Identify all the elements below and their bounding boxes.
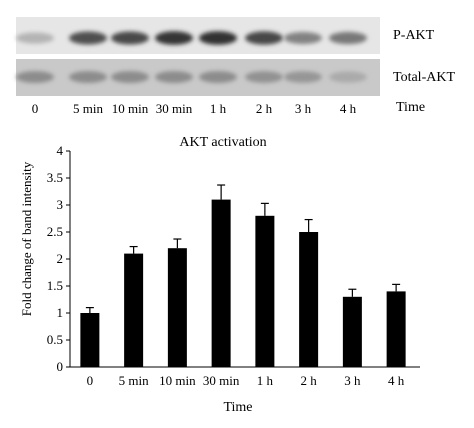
x-tick-label: 0: [87, 373, 94, 388]
chart-title: AKT activation: [179, 135, 266, 150]
blot-time-label: Time: [396, 100, 426, 115]
bar: [211, 199, 231, 367]
blot-band-p-akt-4: [199, 31, 237, 45]
y-tick-label: 3.5: [47, 170, 63, 185]
y-axis-label: Fold change of band intensity: [19, 161, 34, 316]
bar: [80, 313, 100, 367]
x-tick-label: 10 min: [159, 373, 196, 388]
blot-band-p-akt-2: [111, 31, 149, 45]
blot-band-total-akt-0: [16, 71, 54, 83]
y-tick-label: 0: [57, 359, 64, 374]
x-tick-label: 2 h: [301, 373, 318, 388]
blot-lane-label: 5 min: [73, 101, 103, 116]
y-tick-label: 4: [57, 143, 64, 158]
blot-band-total-akt-6: [284, 71, 322, 83]
y-tick-label: 2.5: [47, 224, 63, 239]
blot-row-label-p-akt: P-AKT: [393, 28, 435, 43]
blot-band-p-akt-0: [16, 32, 54, 44]
akt-activation-chart: AKT activation Fold change of band inten…: [19, 135, 420, 415]
x-tick-label: 4 h: [388, 373, 405, 388]
western-blot: [16, 17, 380, 96]
bar: [342, 296, 362, 367]
blot-lane-label: 4 h: [339, 101, 357, 116]
blot-band-p-akt-6: [284, 32, 322, 44]
bar: [124, 253, 144, 367]
blot-band-total-akt-4: [199, 71, 237, 83]
blot-band-total-akt-7: [329, 71, 367, 83]
bar: [255, 215, 275, 367]
blot-lane-label: 1 h: [209, 101, 227, 116]
blot-lane-label: 2 h: [255, 101, 273, 116]
bar: [167, 248, 187, 367]
blot-band-p-akt-1: [69, 31, 107, 45]
x-tick-label: 5 min: [119, 373, 149, 388]
y-axis: 0 0.5 1 1.5 2 2.5 3 3.5 4: [47, 143, 71, 374]
bar: [299, 232, 319, 367]
blot-lane-label: 10 min: [111, 101, 149, 116]
y-tick-label: 1.5: [47, 278, 63, 293]
blot-band-p-akt-5: [245, 31, 283, 45]
blot-lane-label: 0: [31, 101, 39, 116]
blot-band-total-akt-2: [111, 71, 149, 83]
blot-band-p-akt-3: [155, 31, 193, 45]
blot-band-total-akt-1: [69, 71, 107, 83]
x-tick-label: 30 min: [203, 373, 240, 388]
bar: [386, 291, 406, 367]
bar-series: [80, 184, 406, 367]
x-tick-label: 1 h: [257, 373, 274, 388]
blot-band-p-akt-7: [329, 31, 367, 45]
y-tick-label: 2: [57, 251, 64, 266]
y-tick-label: 0.5: [47, 332, 63, 347]
blot-lane-label: 3 h: [294, 101, 312, 116]
blot-band-total-akt-3: [155, 71, 193, 83]
x-axis-label: Time: [223, 400, 252, 415]
blot-lane-label: 30 min: [155, 101, 193, 116]
y-tick-label: 1: [57, 305, 64, 320]
y-tick-label: 3: [57, 197, 64, 212]
blot-row-label-total-akt: Total-AKT: [393, 70, 456, 85]
blot-band-total-akt-5: [245, 71, 283, 83]
x-axis: 0 5 min 10 min 30 min 1 h 2 h 3 h 4 h: [70, 366, 420, 388]
x-tick-label: 3 h: [344, 373, 361, 388]
